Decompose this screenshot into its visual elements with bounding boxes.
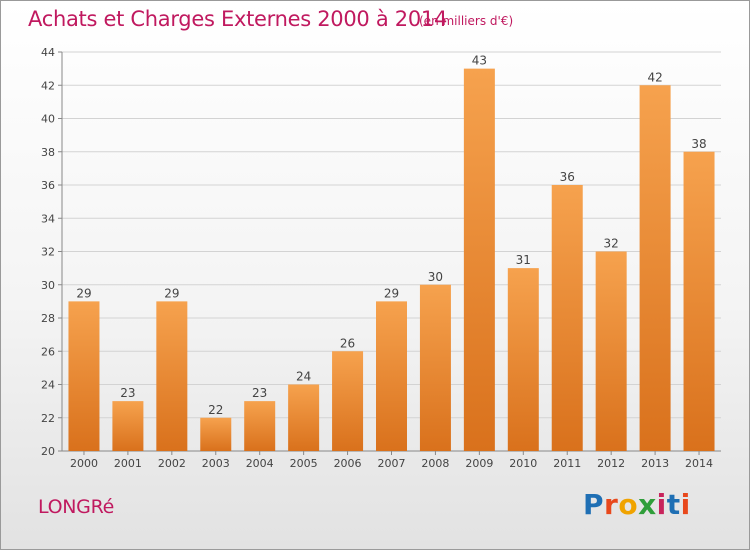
logo-letter: o — [618, 488, 639, 521]
bar-2009 — [463, 68, 495, 451]
x-tick-label-2002: 2002 — [158, 457, 186, 470]
x-tick-label-2008: 2008 — [421, 457, 449, 470]
x-tick-label-2014: 2014 — [685, 457, 713, 470]
bar-2014 — [683, 151, 715, 451]
data-label-2007: 29 — [384, 286, 399, 300]
data-label-2003: 22 — [208, 403, 223, 417]
x-tick-label-2003: 2003 — [202, 457, 230, 470]
bar-2013 — [639, 85, 671, 451]
logo-letter: x — [638, 488, 657, 521]
logo-letter: i — [680, 488, 691, 521]
bar-2012 — [595, 251, 627, 451]
x-tick-label-2001: 2001 — [114, 457, 142, 470]
data-label-2008: 30 — [428, 270, 443, 284]
data-label-2005: 24 — [296, 370, 311, 384]
y-tick-label: 36 — [41, 179, 55, 192]
data-label-2010: 31 — [516, 253, 531, 267]
data-label-2002: 29 — [164, 286, 179, 300]
bar-2011 — [551, 185, 583, 451]
data-label-2013: 42 — [647, 70, 662, 84]
data-label-2001: 23 — [120, 386, 135, 400]
y-tick-label: 28 — [41, 312, 55, 325]
data-label-2014: 38 — [691, 137, 706, 151]
data-label-2009: 43 — [472, 54, 487, 68]
logo-letter: i — [656, 488, 667, 521]
data-label-2012: 32 — [604, 237, 619, 251]
x-tick-label-2011: 2011 — [553, 457, 581, 470]
bar-2008 — [419, 284, 451, 451]
chart-subtitle: (en milliers d'€) — [419, 14, 514, 28]
x-tick-label-2010: 2010 — [509, 457, 537, 470]
bar-2006 — [332, 351, 364, 451]
y-tick-label: 44 — [41, 46, 55, 59]
logo-letter: r — [604, 488, 619, 521]
y-tick-label: 34 — [41, 212, 55, 225]
bar-2003 — [200, 417, 232, 451]
x-tick-label-2013: 2013 — [641, 457, 669, 470]
y-tick-label: 24 — [41, 379, 55, 392]
logo-letter: P — [583, 488, 605, 521]
x-tick-label-2012: 2012 — [597, 457, 625, 470]
bar-2002 — [156, 301, 188, 451]
proxiti-logo: Proxiti — [583, 488, 691, 521]
y-tick-label: 26 — [41, 345, 55, 358]
data-label-2000: 29 — [76, 286, 91, 300]
bar-2007 — [376, 301, 407, 451]
data-labels: 29 23 29 22 23 24 26 29 30 43 31 36 32 42 38 — [76, 54, 706, 417]
x-tick-label-2004: 2004 — [246, 457, 274, 470]
bar-2004 — [244, 401, 276, 451]
bars — [68, 68, 715, 451]
y-tick-label: 20 — [41, 445, 55, 458]
y-tick-label: 22 — [41, 412, 55, 425]
x-tick-label-2006: 2006 — [334, 457, 362, 470]
y-tick-label: 32 — [41, 246, 55, 259]
bar-2005 — [288, 384, 320, 451]
y-tick-label: 30 — [41, 279, 55, 292]
bar-2001 — [112, 401, 144, 451]
chart-title: Achats et Charges Externes 2000 à 2014 — [28, 7, 448, 31]
data-label-2011: 36 — [560, 170, 575, 184]
logo-letter: t — [666, 488, 681, 521]
y-tick-label: 40 — [41, 113, 55, 126]
y-tick-label: 38 — [41, 146, 55, 159]
x-tick-label-2009: 2009 — [465, 457, 493, 470]
x-tick-label-2005: 2005 — [290, 457, 318, 470]
location-name: LONGRé — [38, 496, 115, 518]
y-tick-label: 42 — [41, 79, 55, 92]
bar-2010 — [507, 268, 539, 451]
data-label-2006: 26 — [340, 336, 355, 350]
data-label-2004: 23 — [252, 386, 267, 400]
tick-labels: 20 22 24 26 28 30 32 34 36 38 40 42 44 2000 2001 2002 20… — [41, 46, 713, 470]
x-tick-label-2000: 2000 — [70, 457, 98, 470]
bar-2000 — [68, 301, 100, 451]
x-tick-label-2007: 2007 — [378, 457, 406, 470]
